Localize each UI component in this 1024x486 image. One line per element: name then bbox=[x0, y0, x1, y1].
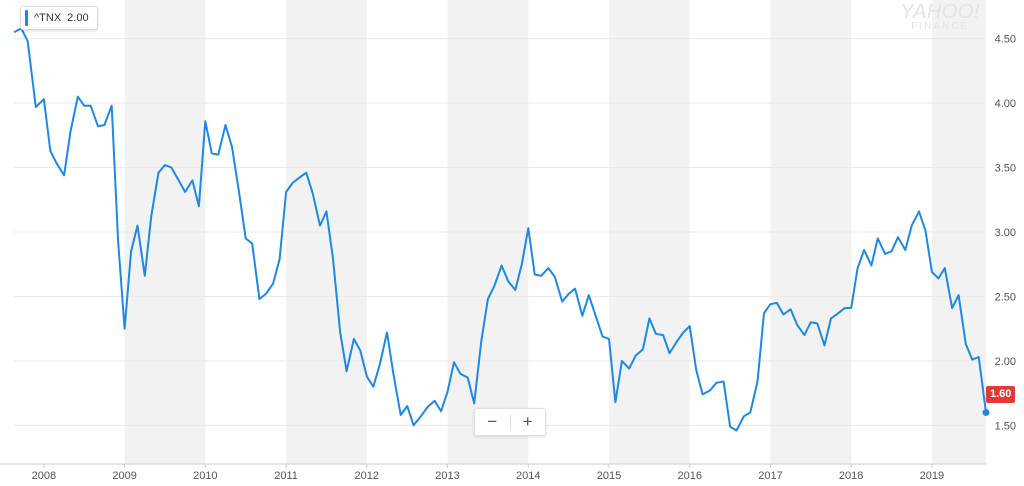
x-tick-label: 2019 bbox=[920, 470, 944, 482]
x-tick-label: 2016 bbox=[677, 470, 701, 482]
legend-value: 2.00 bbox=[67, 12, 89, 24]
x-tick-label: 2018 bbox=[839, 470, 863, 482]
legend-symbol: ^TNX bbox=[34, 12, 62, 24]
zoom-in-button[interactable]: + bbox=[522, 412, 533, 431]
y-tick-label: 3.00 bbox=[995, 227, 1016, 239]
legend-swatch bbox=[25, 10, 28, 26]
x-tick-label: 2008 bbox=[32, 470, 56, 482]
x-tick-label: 2011 bbox=[274, 470, 298, 482]
y-tick-label: 1.50 bbox=[995, 420, 1016, 432]
x-tick-label: 2014 bbox=[516, 470, 540, 482]
y-tick-label: 2.00 bbox=[995, 356, 1016, 368]
zoom-control: − + bbox=[474, 408, 546, 436]
x-tick-label: 2009 bbox=[112, 470, 136, 482]
legend-ticker[interactable]: ^TNX 2.00 bbox=[20, 6, 98, 30]
x-tick-label: 2013 bbox=[435, 470, 459, 482]
y-tick-label: 2.50 bbox=[995, 291, 1016, 303]
yahoo-finance-logo: YAHOO! FINANCE bbox=[900, 2, 980, 32]
x-tick-label: 2015 bbox=[597, 470, 621, 482]
zoom-divider bbox=[509, 414, 511, 430]
y-tick-label: 4.00 bbox=[995, 98, 1016, 110]
x-tick-label: 2010 bbox=[193, 470, 217, 482]
series-layer bbox=[13, 27, 990, 432]
series-line bbox=[13, 27, 987, 432]
y-axis: 1.50 2.00 2.50 3.00 3.50 4.00 4.50 bbox=[995, 34, 1016, 433]
x-axis: 2008 2009 2010 2011 2012 2013 2014 2015 2016 2017… bbox=[32, 464, 944, 482]
zoom-out-button[interactable]: − bbox=[487, 412, 498, 431]
current-value-badge: 1.60 bbox=[986, 386, 1016, 403]
x-tick-label: 2017 bbox=[758, 470, 782, 482]
x-tick-label: 2012 bbox=[355, 470, 379, 482]
last-point bbox=[982, 408, 990, 416]
grid-lines bbox=[0, 38, 986, 465]
logo-main: YAHOO! bbox=[900, 1, 980, 23]
y-tick-label: 3.50 bbox=[995, 163, 1016, 175]
y-tick-label: 4.50 bbox=[995, 34, 1016, 46]
logo-sub: FINANCE bbox=[911, 21, 970, 32]
